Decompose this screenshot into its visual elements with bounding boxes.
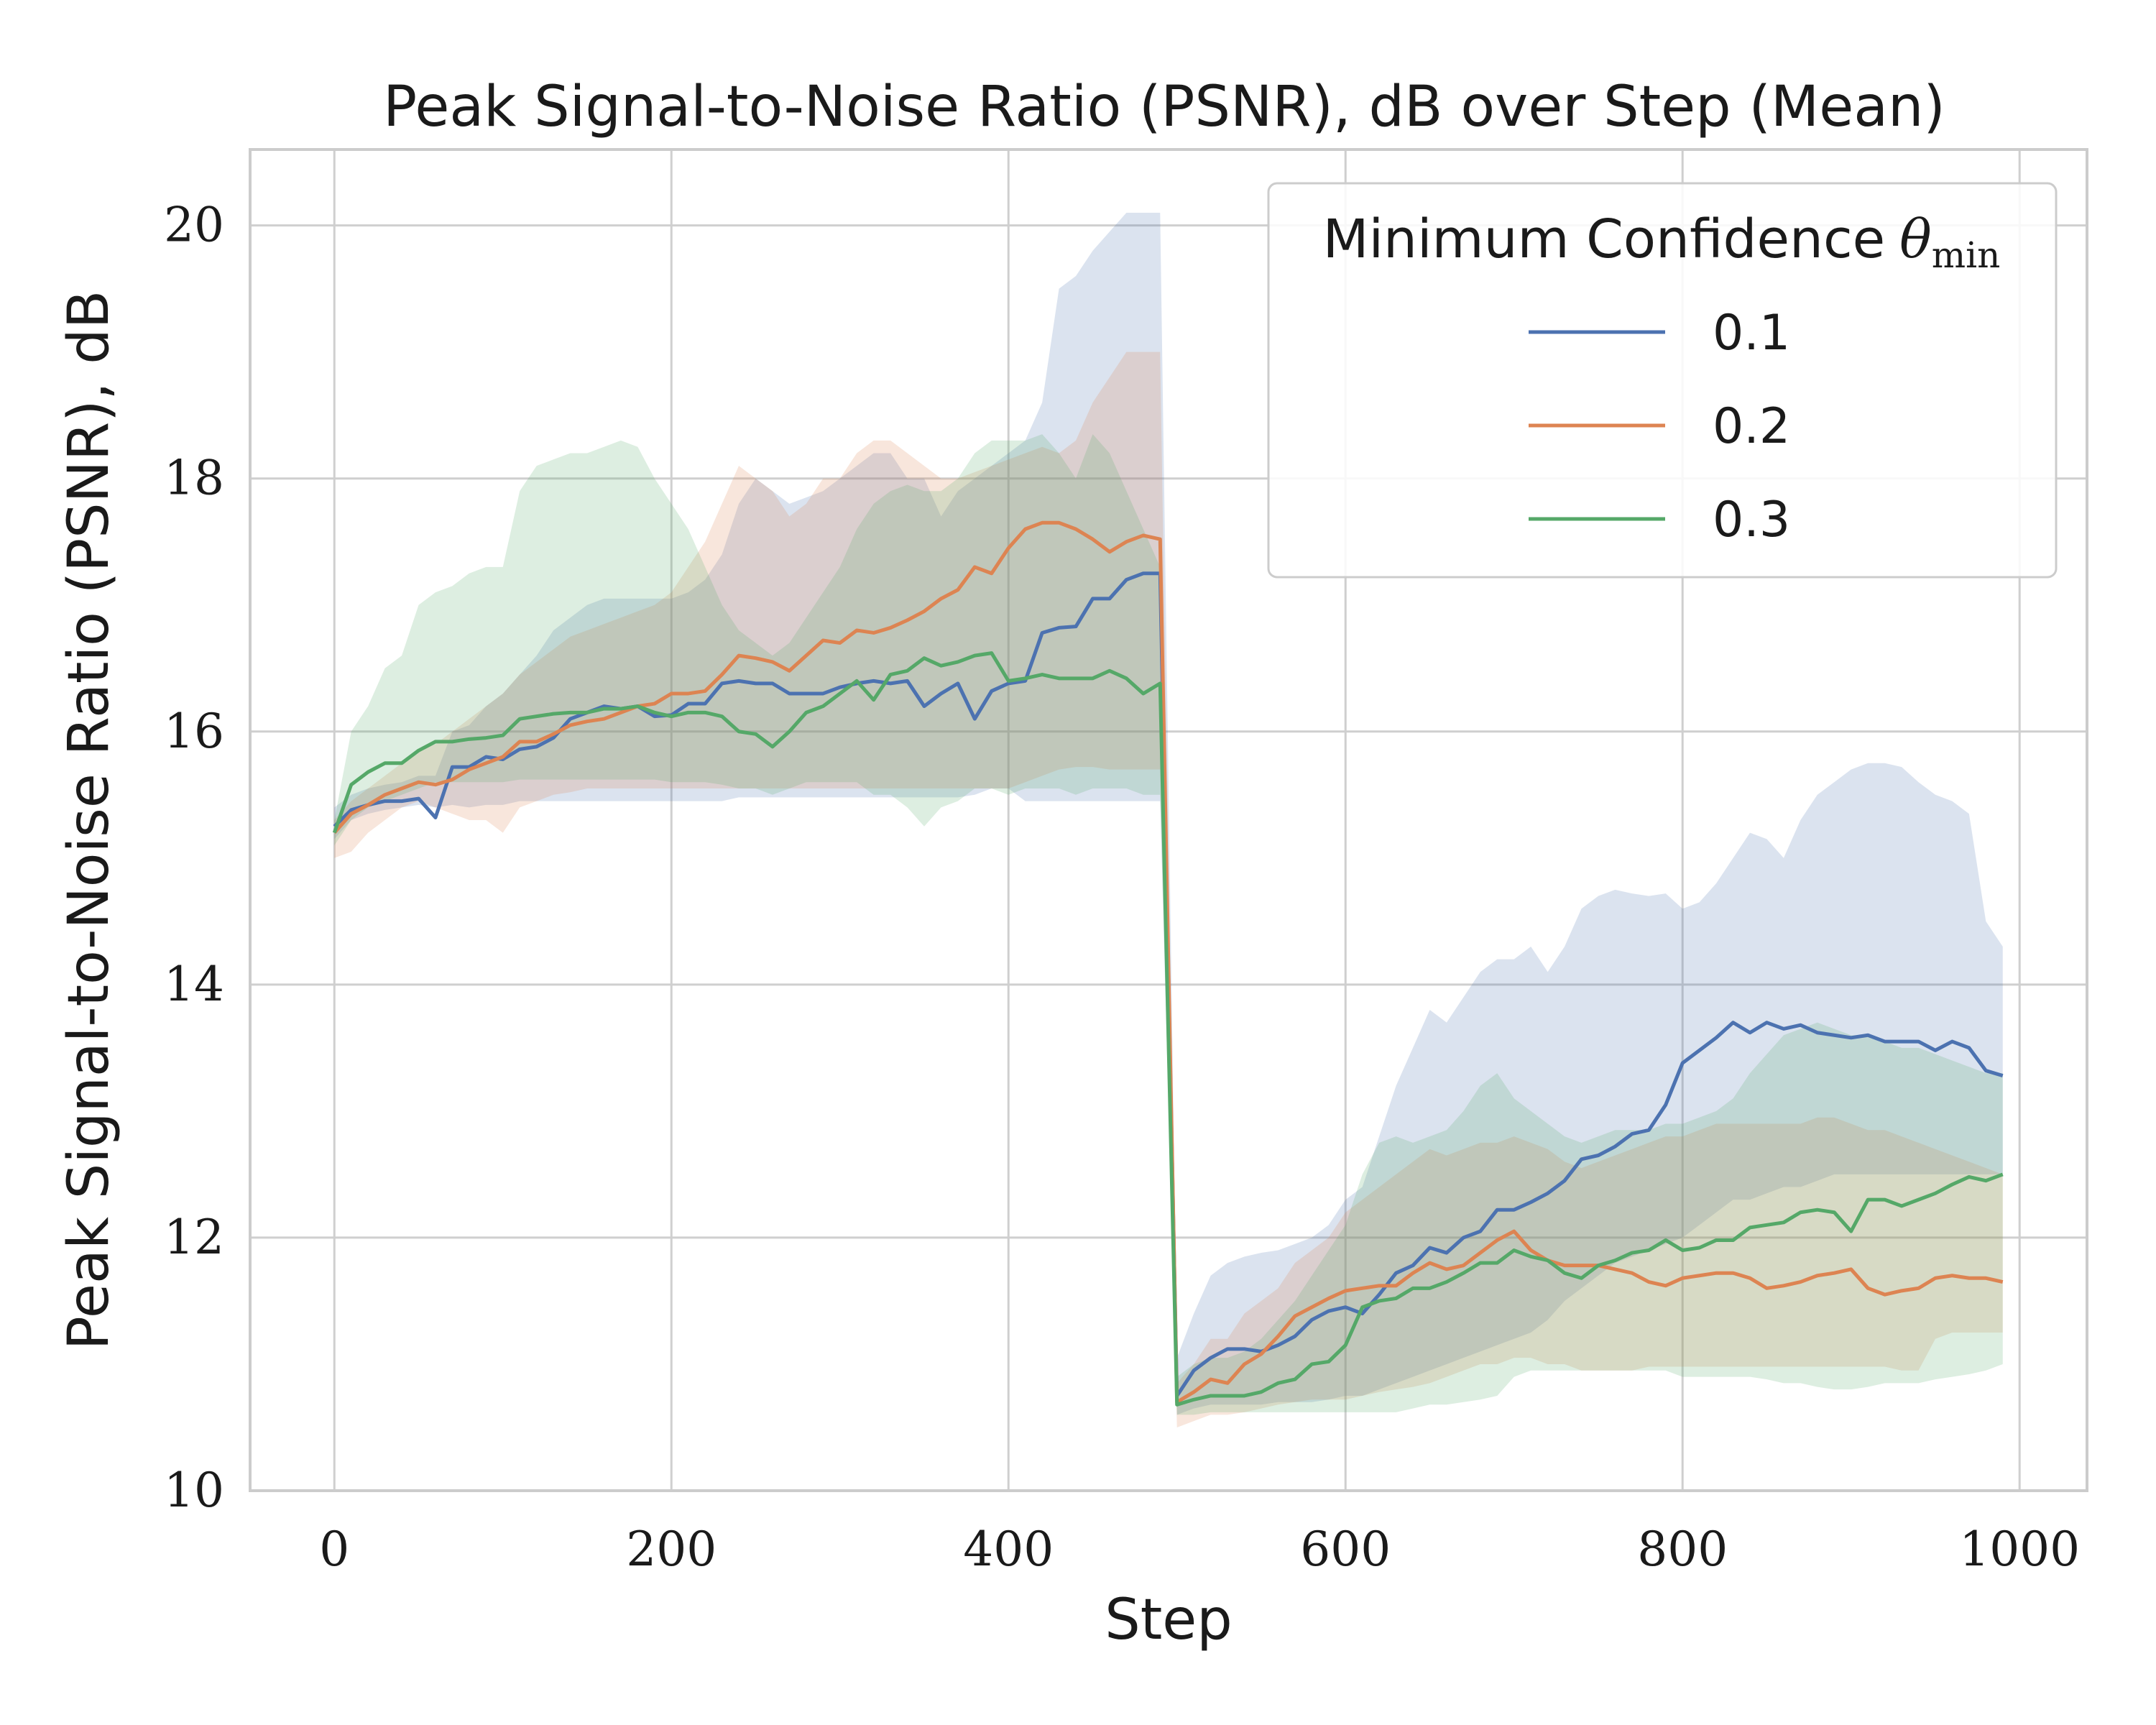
legend-entries: 0.1 0.2 0.3 [1529, 305, 1790, 548]
legend-box [1267, 182, 2058, 579]
chart-title: Peak Signal-to-Noise Ratio (PSNR), dB ov… [383, 75, 1945, 139]
confidence-band-0.1 [334, 213, 2003, 1415]
legend-label-0.1: 0.1 [1713, 305, 1790, 362]
x-axis-label: Step [1105, 1588, 1233, 1652]
y-tick-label: 12 [164, 1210, 224, 1265]
y-tick-label: 10 [164, 1463, 224, 1518]
legend-title-symbol: θ [1899, 208, 1932, 270]
y-axis-ticks: 10 12 14 16 18 20 [164, 198, 224, 1518]
series-lines [332, 520, 2004, 1407]
x-axis-ticks: 0 200 400 600 800 1000 [319, 1522, 2080, 1577]
x-tick-label: 1000 [1959, 1522, 2080, 1577]
legend: Minimum Confidence θmin 0.1 0.2 0.3 [1267, 182, 2058, 579]
x-tick-label: 200 [626, 1522, 717, 1577]
y-axis-label: Peak Signal-to-Noise Ratio (PSNR), dB [57, 290, 121, 1350]
plot-frame [249, 148, 2088, 1492]
x-tick-label: 400 [963, 1522, 1054, 1577]
y-tick-label: 16 [164, 704, 224, 759]
legend-title: Minimum Confidence θmin [1323, 208, 2001, 276]
x-tick-label: 0 [319, 1522, 349, 1577]
legend-label-0.3: 0.3 [1713, 492, 1790, 548]
y-tick-label: 20 [164, 198, 224, 253]
legend-title-subscript: min [1932, 234, 2001, 276]
legend-label-0.2: 0.2 [1713, 398, 1790, 455]
confidence-band-0.3 [334, 434, 2003, 1415]
y-tick-label: 14 [164, 957, 224, 1012]
series-line-0.3 [332, 651, 2004, 1407]
legend-title-text: Minimum Confidence [1323, 208, 1886, 270]
x-tick-label: 600 [1300, 1522, 1391, 1577]
x-tick-label: 800 [1637, 1522, 1728, 1577]
y-tick-label: 18 [164, 451, 224, 506]
